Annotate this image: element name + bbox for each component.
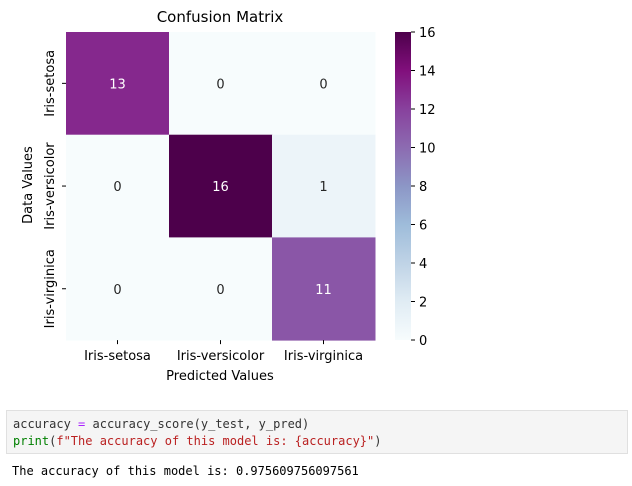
cell-value-label: 0 <box>216 77 224 92</box>
y-tick-label: Iris-virginica <box>43 249 58 328</box>
cell-value-label: 0 <box>113 283 121 298</box>
colorbar-tick-label: 12 <box>419 103 436 118</box>
y-tick-label: Iris-setosa <box>43 50 58 117</box>
code-builtin: print <box>13 434 50 448</box>
heatmap-cell <box>169 237 273 341</box>
cell-value-label: 16 <box>212 180 229 195</box>
colorbar-tick-label: 14 <box>419 65 436 80</box>
cell-value-label: 0 <box>216 283 224 298</box>
code-variable: accuracy <box>13 417 71 431</box>
x-tick-label: Iris-virginica <box>284 349 363 364</box>
x-axis: Iris-setosa Iris-versicolor Iris-virginica <box>84 340 363 364</box>
code-line-2: print(f"The accuracy of this model is: {… <box>13 433 621 450</box>
heatmap-cells: 13 0 0 0 16 1 0 0 11 <box>66 32 376 341</box>
cell-value-label: 0 <box>113 180 121 195</box>
colorbar-tick-label: 2 <box>419 296 427 311</box>
heatmap-cell <box>66 237 170 341</box>
code-cell[interactable]: accuracy = accuracy_score(y_test, y_pred… <box>6 410 628 454</box>
x-tick-label: Iris-versicolor <box>177 349 265 364</box>
cell-value-label: 13 <box>109 77 126 92</box>
code-fstring: f"The accuracy of this model is: {accura… <box>56 434 375 448</box>
cell-value-label: 0 <box>319 77 327 92</box>
heatmap-cell <box>66 32 170 136</box>
heatmap-cell <box>272 134 376 238</box>
colorbar-tick-label: 6 <box>419 219 427 234</box>
confusion-matrix-chart: Confusion Matrix 13 0 00 16 10 0 11 Iris-setos… <box>21 8 436 384</box>
cell-output: The accuracy of this model is: 0.9756097… <box>12 464 359 478</box>
chart-title: Confusion Matrix <box>157 8 284 26</box>
cell-value-label: 11 <box>315 283 332 298</box>
code-expression: accuracy_score(y_test, y_pred) <box>92 417 310 431</box>
heatmap-cell <box>169 32 273 136</box>
colorbar-tick-label: 0 <box>419 334 427 349</box>
colorbar-ticks: 0 2 4 6 8 10 12 14 16 <box>411 26 436 349</box>
x-axis-label: Predicted Values <box>166 369 274 384</box>
code-operator: = <box>78 417 86 431</box>
code-paren-close: ) <box>374 434 382 448</box>
colorbar-tick-label: 16 <box>419 26 436 41</box>
colorbar-tick-label: 10 <box>419 142 436 157</box>
cell-value-label: 1 <box>319 180 327 195</box>
colorbar-tick-label: 8 <box>419 180 427 195</box>
code-paren-open: ( <box>49 434 57 448</box>
y-axis: Iris-setosa Iris-versicolor Iris-virginica <box>43 50 66 328</box>
y-tick-label: Iris-versicolor <box>43 142 58 230</box>
colorbar-tick-label: 4 <box>419 257 427 272</box>
heatmap-cell <box>66 134 170 238</box>
heatmap-cell <box>272 32 376 136</box>
heatmap-cell <box>169 134 273 238</box>
y-axis-label: Data Values <box>21 146 36 224</box>
heatmap-cell <box>272 237 376 341</box>
colorbar <box>395 32 411 340</box>
code-line-1: accuracy = accuracy_score(y_test, y_pred… <box>13 416 621 433</box>
x-tick-label: Iris-setosa <box>84 349 151 364</box>
